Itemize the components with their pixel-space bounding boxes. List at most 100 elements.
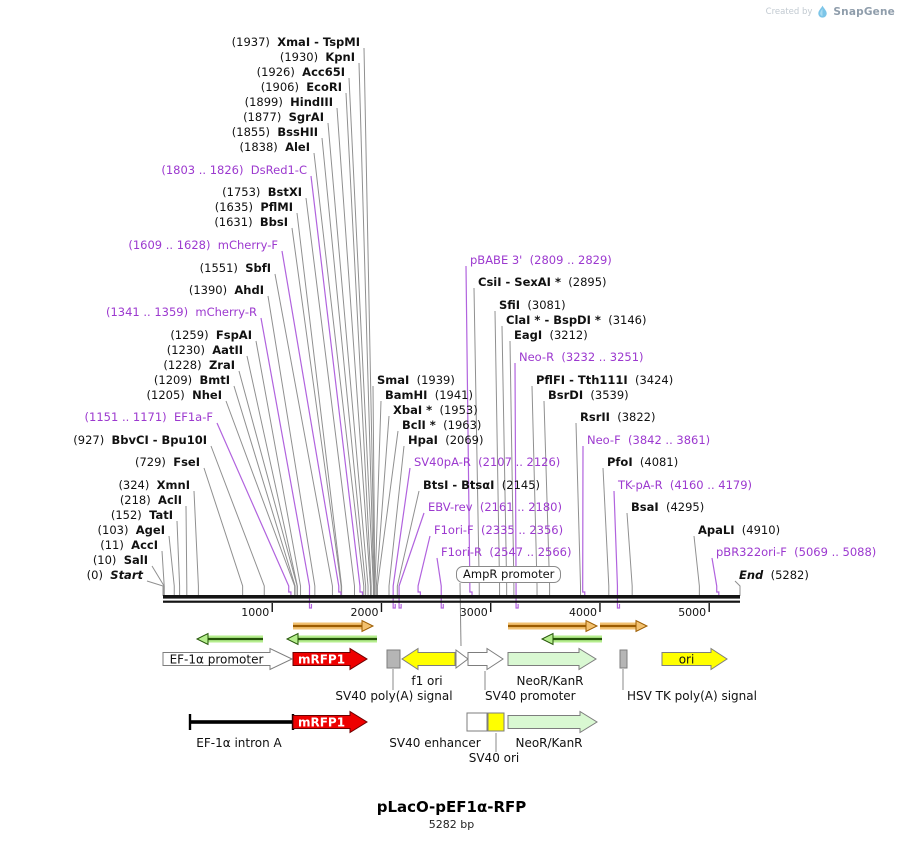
orf-reverse-arrow[interactable] [285, 632, 299, 646]
enzyme-site-leader-line [396, 490, 420, 596]
restriction-site-label[interactable]: (1259) FspAI [170, 328, 252, 342]
restriction-site-label[interactable]: (1209) BmtI [154, 373, 230, 387]
restriction-site-label[interactable]: (927) BbvCI - Bpu10I [73, 433, 207, 447]
restriction-site-label[interactable]: (1930) KpnI [280, 50, 355, 64]
feature-ef1a-intron-a-left-cap [188, 714, 192, 730]
feature-mrfp1[interactable] [292, 647, 368, 671]
restriction-site-label[interactable]: BsaI (4295) [631, 500, 704, 514]
feature-sv40-enhancer[interactable] [466, 712, 488, 732]
restriction-site-label[interactable]: (1855) BssHII [232, 125, 318, 139]
feature-sv40-polya-signal[interactable] [386, 649, 401, 669]
enzyme-site-leader-line [327, 122, 369, 596]
orf-reverse-arrow[interactable] [195, 632, 209, 646]
primer-leader-line [281, 250, 342, 596]
restriction-site-label[interactable]: (152) TatI [111, 508, 173, 522]
restriction-site-label[interactable]: (1937) XmaI - TspMI [232, 35, 360, 49]
restriction-site-label[interactable]: EagI (3212) [514, 328, 588, 342]
primer-label[interactable]: SV40pA-R (2107 .. 2126) [414, 455, 560, 469]
feature-f1-ori[interactable] [401, 647, 456, 671]
feature-sv40-ori[interactable] [487, 712, 505, 732]
restriction-site-label[interactable]: (1838) AleI [240, 140, 310, 154]
restriction-site-label[interactable]: (10) SalI [93, 553, 148, 567]
restriction-site-label[interactable]: (729) FseI [135, 455, 200, 469]
restriction-site-label[interactable]: (1230) AatII [167, 343, 243, 357]
feature-mrfp1[interactable] [292, 710, 368, 734]
restriction-site-label[interactable]: ApaLI (4910) [698, 523, 780, 537]
restriction-site-label[interactable]: (1753) BstXI [222, 185, 302, 199]
restriction-site-label[interactable]: XbaI * (1953) [393, 403, 478, 417]
restriction-site-label[interactable]: BsrDI (3539) [548, 388, 629, 402]
feature-neor-kanr[interactable] [507, 710, 598, 734]
primer-label[interactable]: F1ori-F (2335 .. 2356) [434, 523, 563, 537]
enzyme-site-leader-line [313, 152, 365, 596]
enzyme-site-leader-line [233, 385, 296, 596]
plasmid-size: 5282 bp [428, 818, 475, 831]
restriction-site-label[interactable]: (1205) NheI [147, 388, 222, 402]
created-by-text: Created by [765, 7, 813, 17]
feature-ori-label: ori [679, 653, 695, 667]
feature-neor-kanr[interactable] [507, 647, 597, 671]
restriction-site-label[interactable]: BclI * (1963) [402, 418, 481, 432]
restriction-site-label[interactable]: (1899) HindIII [245, 95, 333, 109]
primer-label[interactable]: F1ori-R (2547 .. 2566) [441, 545, 571, 559]
terminus-label[interactable]: End (5282) [739, 568, 809, 582]
feature-ef1a-promoter[interactable] [162, 647, 294, 671]
primer-label[interactable]: TK-pA-R (4160 .. 4179) [617, 478, 752, 492]
feature-mrfp1-label: mRFP1 [298, 716, 345, 730]
orf-forward-arrow[interactable] [635, 619, 649, 633]
primer-label[interactable]: pBABE 3' (2809 .. 2829) [470, 253, 612, 267]
feature-sv40-promoter[interactable] [467, 647, 504, 671]
feature-ef1a-promoter-label: EF-1α promoter [170, 653, 264, 667]
orf-forward-arrow[interactable] [361, 619, 375, 633]
primer-label[interactable]: pBR322ori-F (5069 .. 5088) [716, 545, 876, 559]
primer-label[interactable]: (1609 .. 1628) mCherry-F [128, 238, 278, 252]
primer-label[interactable]: Neo-R (3232 .. 3251) [519, 350, 644, 364]
restriction-site-label[interactable]: (1635) PflMI [215, 200, 293, 214]
primer-leader-line [436, 557, 444, 609]
primer-label[interactable]: (1151 .. 1171) EF1a-F [85, 410, 213, 424]
feature-ori[interactable] [661, 647, 728, 671]
enzyme-site-leader-line [151, 565, 165, 596]
restriction-site-label[interactable]: (1906) EcoRI [261, 80, 342, 94]
restriction-site-label[interactable]: (1631) BbsI [214, 215, 288, 229]
restriction-site-label[interactable]: (1877) SgrAI [243, 110, 324, 124]
restriction-site-label[interactable]: BtsI - BtsαI (2145) [423, 478, 540, 492]
restriction-site-label[interactable]: (324) XmnI [118, 478, 190, 492]
primer-label[interactable]: EBV-rev (2161 .. 2180) [428, 500, 562, 514]
restriction-site-label[interactable]: PflFI - Tth111I (3424) [536, 373, 673, 387]
restriction-site-label[interactable]: (1390) AhdI [189, 283, 264, 297]
orf-reverse-arrow[interactable] [540, 632, 554, 646]
terminus-label[interactable]: (0) Start [87, 568, 144, 582]
restriction-site-label[interactable]: (1926) Acc65I [257, 65, 345, 79]
restriction-site-label[interactable]: (218) AclI [120, 493, 182, 507]
feature-hsv-tk-polya-signal[interactable] [619, 649, 628, 669]
restriction-site-label[interactable]: SfiI (3081) [499, 298, 566, 312]
enzyme-site-leader-line [274, 273, 333, 596]
restriction-site-label[interactable]: (1551) SbfI [200, 261, 271, 275]
restriction-site-label[interactable]: SmaI (1939) [377, 373, 455, 387]
restriction-site-label[interactable]: (103) AgeI [98, 523, 165, 537]
restriction-site-label[interactable]: BamHI (1941) [385, 388, 473, 402]
enzyme-site-leader-line [305, 197, 355, 596]
enzyme-site-leader-line [602, 467, 610, 596]
restriction-site-label[interactable]: CsiI - SexAI * (2895) [478, 275, 607, 289]
primer-label[interactable]: Neo-F (3842 .. 3861) [587, 433, 710, 447]
primer-label[interactable]: (1803 .. 1826) DsRed1-C [161, 163, 307, 177]
enzyme-site-leader-line [238, 370, 298, 596]
restriction-site-label[interactable]: (11) AccI [100, 538, 158, 552]
orf-forward-arrow[interactable] [585, 619, 599, 633]
primer-label[interactable]: (1341 .. 1359) mCherry-R [106, 305, 257, 319]
ampr-promoter-boxed-label[interactable]: AmpR promoter [456, 566, 562, 583]
feature-ampr-promoter[interactable] [455, 649, 469, 669]
primer-leader-line [582, 445, 586, 596]
restriction-site-label[interactable]: HpaI (2069) [408, 433, 483, 447]
restriction-site-label[interactable]: ClaI * - BspDI * (3146) [506, 313, 646, 327]
restriction-site-label[interactable]: (1228) ZraI [163, 358, 235, 372]
enzyme-site-leader-line [473, 287, 480, 596]
feature-ef1a-intron-a[interactable] [190, 720, 293, 724]
restriction-site-label[interactable]: PfoI (4081) [607, 455, 678, 469]
restriction-site-label[interactable]: RsrII (3822) [580, 410, 656, 424]
enzyme-site-leader-line [494, 310, 501, 596]
